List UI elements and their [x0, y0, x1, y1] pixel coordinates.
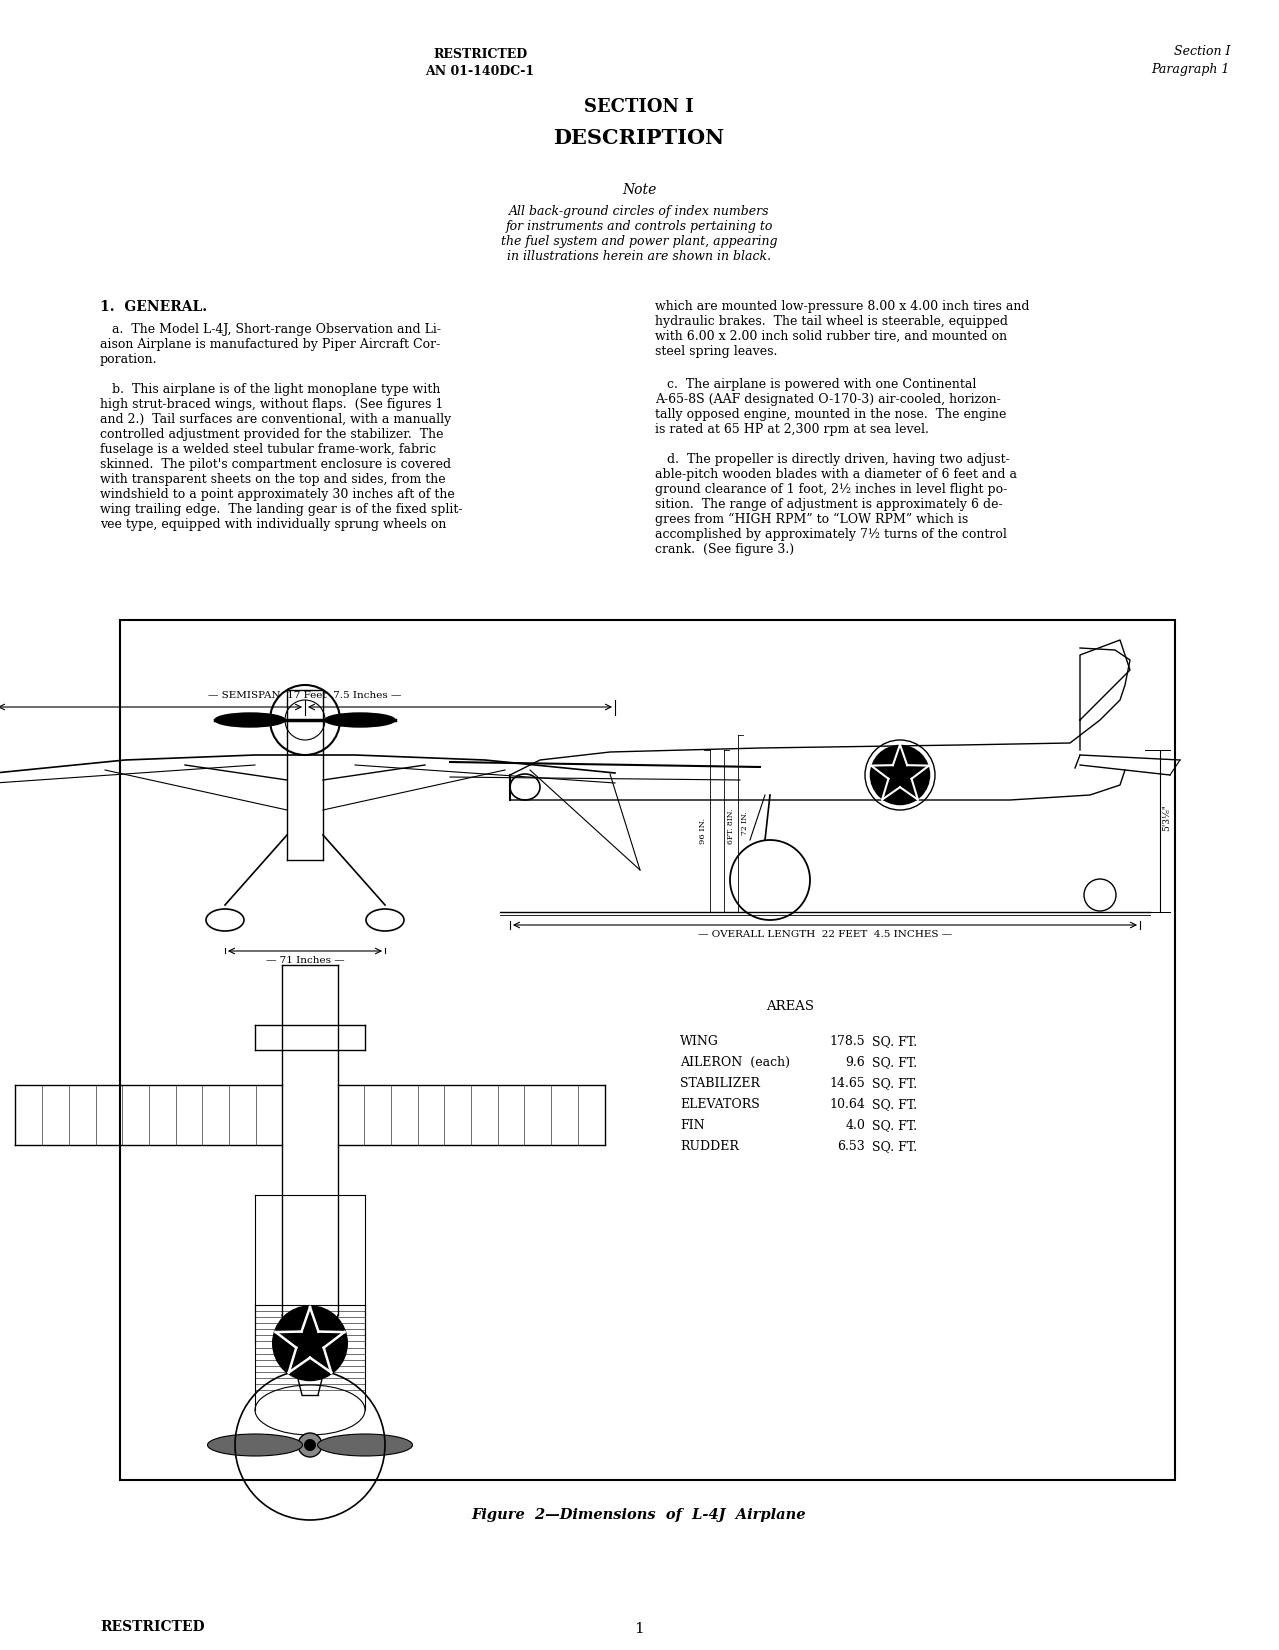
Text: SQ. FT.: SQ. FT.	[872, 1140, 917, 1153]
Text: 6.53: 6.53	[838, 1140, 865, 1153]
Text: SQ. FT.: SQ. FT.	[872, 1035, 917, 1048]
Text: 1: 1	[634, 1622, 643, 1637]
Text: 4.0: 4.0	[845, 1119, 865, 1132]
Text: 5'3⅛": 5'3⅛"	[1163, 804, 1172, 832]
Text: All back-ground circles of index numbers
for instruments and controls pertaining: All back-ground circles of index numbers…	[501, 205, 778, 262]
Ellipse shape	[207, 1434, 303, 1455]
Text: b.  This airplane is of the light monoplane type with
high strut-braced wings, w: b. This airplane is of the light monopla…	[100, 383, 463, 531]
Text: Note: Note	[622, 183, 656, 196]
Text: SQ. FT.: SQ. FT.	[872, 1056, 917, 1069]
Text: Section I: Section I	[1174, 45, 1230, 58]
Text: SECTION I: SECTION I	[585, 97, 694, 116]
Text: d.  The propeller is directly driven, having two adjust-
able-pitch wooden blade: d. The propeller is directly driven, hav…	[655, 454, 1017, 556]
Text: which are mounted low-pressure 8.00 x 4.00 inch tires and
hydraulic brakes.  The: which are mounted low-pressure 8.00 x 4.…	[655, 300, 1030, 358]
Circle shape	[298, 1432, 322, 1457]
Text: WING: WING	[680, 1035, 719, 1048]
Circle shape	[868, 742, 932, 807]
Text: — OVERALL LENGTH  22 FEET  4.5 INCHES —: — OVERALL LENGTH 22 FEET 4.5 INCHES —	[698, 931, 952, 939]
Text: Paragraph 1: Paragraph 1	[1151, 63, 1230, 76]
Text: SQ. FT.: SQ. FT.	[872, 1077, 917, 1091]
Text: 6FT. 8IN.: 6FT. 8IN.	[726, 808, 735, 843]
Bar	[120, 620, 1175, 1480]
Text: SQ. FT.: SQ. FT.	[872, 1097, 917, 1110]
Circle shape	[304, 1439, 316, 1450]
Text: — 71 Inches —: — 71 Inches —	[266, 955, 344, 965]
Text: 9.6: 9.6	[845, 1056, 865, 1069]
Text: ELEVATORS: ELEVATORS	[680, 1097, 760, 1110]
Text: — SEMISPAN  17 Feet  7.5 Inches —: — SEMISPAN 17 Feet 7.5 Inches —	[208, 691, 402, 700]
Text: c.  The airplane is powered with one Continental
A-65-8S (AAF designated O-170-3: c. The airplane is powered with one Cont…	[655, 378, 1007, 436]
Text: RESTRICTED: RESTRICTED	[100, 1620, 205, 1634]
Text: 1.  GENERAL.: 1. GENERAL.	[100, 300, 207, 314]
Text: AREAS: AREAS	[766, 1000, 813, 1013]
Text: DESCRIPTION: DESCRIPTION	[554, 129, 725, 148]
Text: AILERON  (each): AILERON (each)	[680, 1056, 790, 1069]
Text: 178.5: 178.5	[829, 1035, 865, 1048]
Text: STABILIZER: STABILIZER	[680, 1077, 760, 1091]
Text: RESTRICTED: RESTRICTED	[432, 48, 527, 61]
Text: 72 IN.: 72 IN.	[741, 812, 749, 835]
Text: AN 01-140DC-1: AN 01-140DC-1	[426, 64, 535, 78]
Text: 10.64: 10.64	[829, 1097, 865, 1110]
Text: SQ. FT.: SQ. FT.	[872, 1119, 917, 1132]
Text: FIN: FIN	[680, 1119, 705, 1132]
Ellipse shape	[325, 713, 395, 728]
Circle shape	[272, 1305, 348, 1381]
Text: a.  The Model L-4J, Short-range Observation and Li-
aison Airplane is manufactur: a. The Model L-4J, Short-range Observati…	[100, 323, 441, 366]
Text: Figure  2—Dimensions  of  L-4J  Airplane: Figure 2—Dimensions of L-4J Airplane	[472, 1508, 806, 1521]
Ellipse shape	[215, 713, 285, 728]
Ellipse shape	[317, 1434, 413, 1455]
Text: 96 IN.: 96 IN.	[700, 818, 707, 845]
Text: RUDDER: RUDDER	[680, 1140, 739, 1153]
Text: 14.65: 14.65	[829, 1077, 865, 1091]
